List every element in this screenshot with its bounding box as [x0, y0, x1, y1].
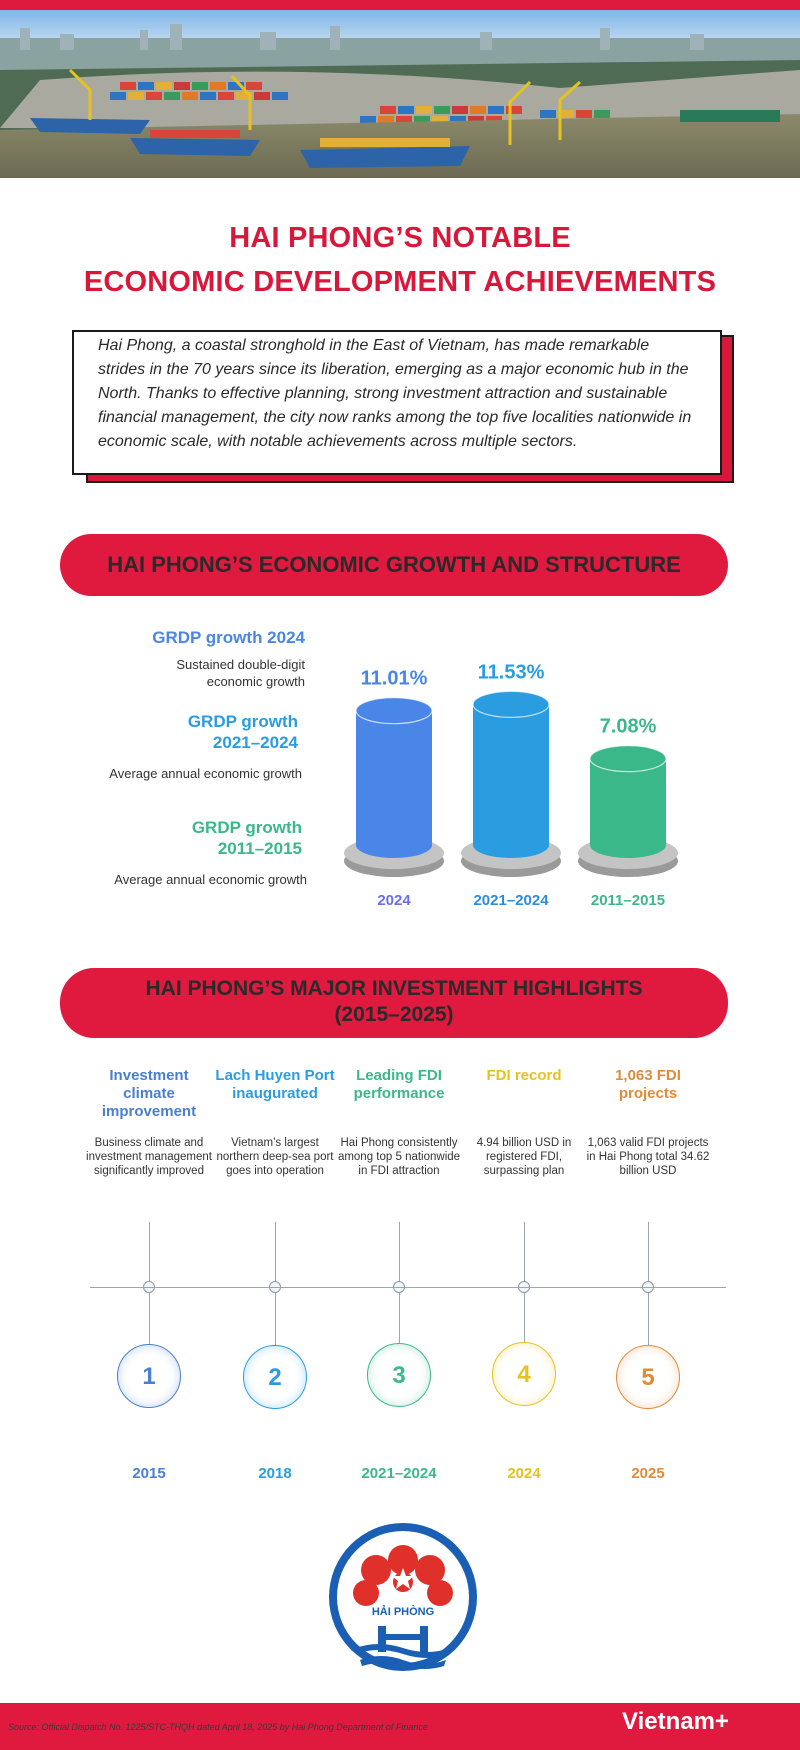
bar-value-label: 11.01%: [361, 668, 428, 690]
page-title-line2: ECONOMIC DEVELOPMENT ACHIEVEMENTS: [83, 266, 717, 298]
intro-box: Hai Phong, a coastal stronghold in the E…: [72, 330, 722, 475]
footer-brand: Vietnam+: [622, 1708, 729, 1736]
investment-item-desc: Vietnam’s largest northern deep-sea port…: [216, 1137, 334, 1177]
footer-bar: [0, 1703, 800, 1750]
investment-section-heading: HAI PHONG’S MAJOR INVESTMENT HIGHLIGHTS …: [60, 968, 728, 1038]
bar: [473, 704, 549, 858]
label-grdp-2011-2015: GRDP growth 2011–2015 Average annual eco…: [60, 817, 307, 888]
timeline-number-circle: 4: [492, 1342, 556, 1406]
label-grdp-2024-head: GRDP growth 2024: [152, 628, 305, 647]
bar-category-label: 2021–2024: [473, 892, 549, 909]
investment-item-title: Leading FDI performance: [353, 1067, 445, 1102]
investment-heading-line1: HAI PHONG’S MAJOR INVESTMENT HIGHLIGHTS: [145, 977, 643, 1000]
label-grdp-2021-2024-desc: Average annual economic growth: [109, 766, 302, 781]
hai-phong-logo: HẢI PHÒNG: [326, 1520, 480, 1674]
page-title-line1: HAI PHONG’S NOTABLE: [229, 222, 571, 254]
footer-brand-text: Vietnam+: [622, 1708, 729, 1735]
growth-section-heading: HAI PHONG’S ECONOMIC GROWTH AND STRUCTUR…: [60, 534, 728, 596]
investment-item-desc: 1,063 valid FDI projects in Hai Phong to…: [586, 1137, 710, 1177]
timeline-year: 2015: [132, 1465, 166, 1482]
timeline-number-circle: 2: [243, 1345, 307, 1409]
label-grdp-2021-2024-head2: 2021–2024: [212, 733, 298, 752]
label-grdp-2024: GRDP growth 2024 Sustained double-digit …: [60, 627, 305, 690]
bar-value-label: 7.08%: [600, 716, 657, 738]
bar-value-label: 11.53%: [478, 661, 545, 683]
timeline-number-circle: 1: [117, 1344, 181, 1408]
label-grdp-2011-2015-desc: Average annual economic growth: [114, 872, 307, 887]
label-grdp-2011-2015-head1: GRDP growth: [191, 818, 302, 837]
label-grdp-2024-desc2: economic growth: [206, 674, 305, 689]
page-title: HAI PHONG’S NOTABLE ECONOMIC DEVELOPMENT…: [0, 216, 800, 304]
label-grdp-2021-2024-head1: GRDP growth: [187, 712, 298, 731]
top-accent-bar: [0, 0, 800, 10]
label-grdp-2024-desc1: Sustained double-digit: [176, 657, 305, 672]
bar: [356, 710, 432, 858]
investment-item-title: Lach Huyen Port inaugurated: [215, 1067, 335, 1102]
timeline-year: 2024: [507, 1465, 541, 1482]
timeline-number-circle: 3: [367, 1343, 431, 1407]
timeline-year: 2021–2024: [361, 1465, 437, 1482]
investment-item-title: FDI record: [486, 1067, 562, 1084]
bar-category-label: 2011–2015: [591, 892, 665, 909]
timeline-number-circle: 5: [616, 1345, 680, 1409]
label-grdp-2011-2015-head2: 2011–2015: [217, 839, 302, 858]
investment-item-title: 1,063 FDI projects: [615, 1067, 681, 1102]
bar-top: [355, 697, 433, 725]
investment-item-title: Investment climate improvement: [101, 1067, 197, 1120]
footer-source: Source: Official Dispatch No. 1225/STC-T…: [8, 1722, 428, 1732]
label-grdp-2021-2024: GRDP growth 2021–2024 Average annual eco…: [60, 711, 302, 782]
timeline-axis: [90, 1287, 726, 1288]
bar: [590, 758, 666, 858]
bar-top: [589, 745, 667, 773]
intro-text: Hai Phong, a coastal stronghold in the E…: [98, 337, 692, 450]
header-port-photo: [0, 10, 800, 178]
growth-bar-chart: 11.01% 2024 11.53% 2021–2024 7.08% 2011–2015: [344, 661, 678, 909]
bar-top: [472, 690, 550, 718]
logo-text: HẢI PHÒNG: [371, 1606, 435, 1618]
timeline-year: 2018: [258, 1465, 292, 1482]
bar-category-label: 2024: [377, 892, 411, 909]
timeline-year: 2025: [631, 1465, 665, 1482]
investment-item-desc: Business climate and investment manageme…: [86, 1137, 212, 1177]
investment-item-desc: 4.94 billion USD in registered FDI, surp…: [476, 1137, 572, 1177]
investment-item-desc: Hai Phong consistently among top 5 natio…: [337, 1137, 461, 1177]
investment-heading-line2: (2015–2025): [334, 1003, 454, 1026]
